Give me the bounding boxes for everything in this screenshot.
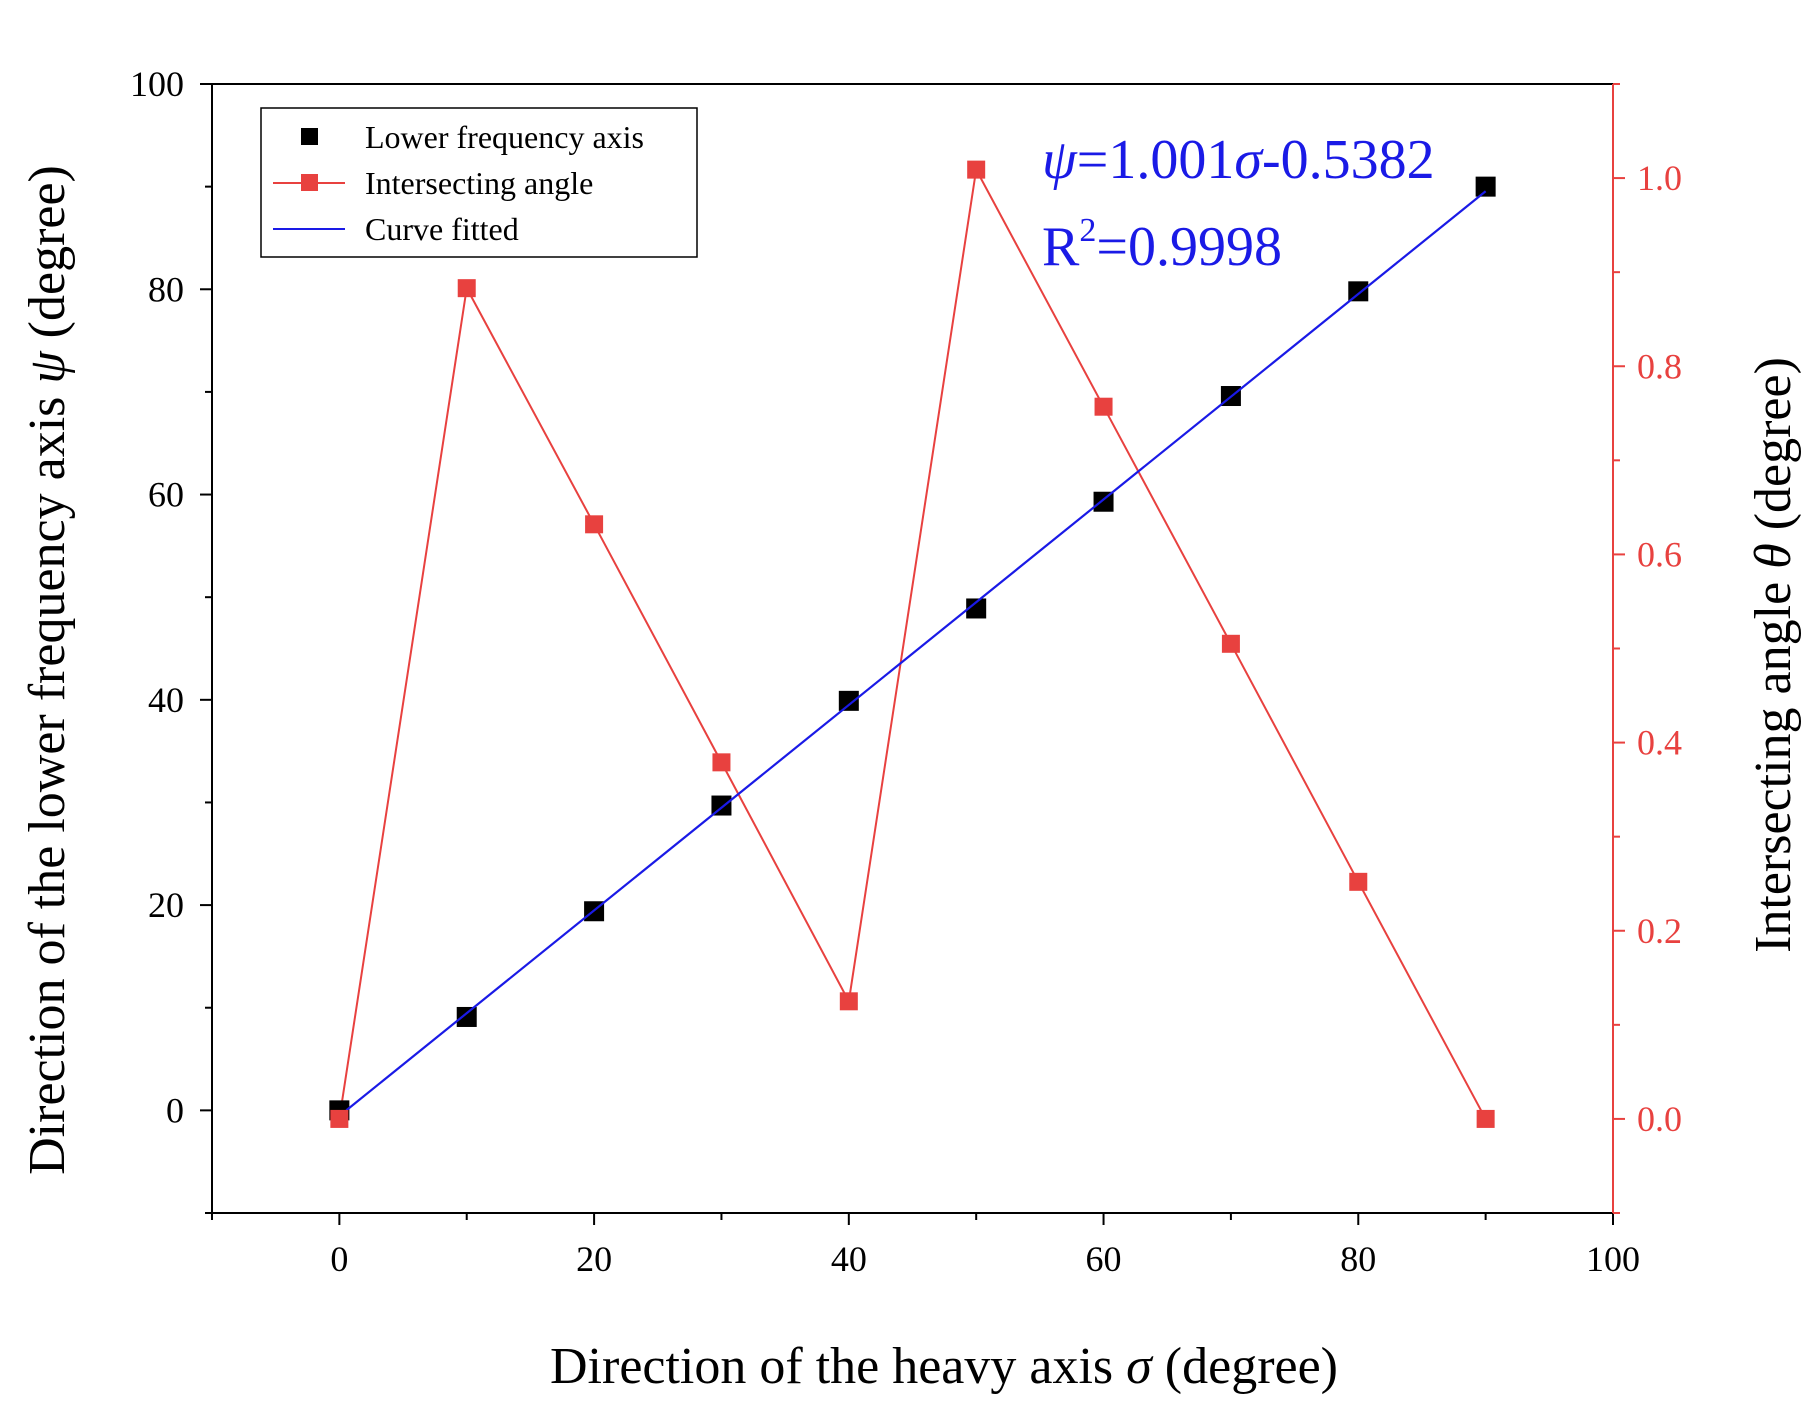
point-intersecting-angle (585, 515, 604, 534)
series-intersecting-angle-line (338, 166, 1487, 1120)
point-intersecting-angle (839, 992, 858, 1011)
point-lower-frequency-axis (456, 1006, 477, 1027)
y2-tick-label: 0.2 (1637, 911, 1682, 951)
legend-label-curve-fitted: Curve fitted (365, 211, 519, 247)
y-axis-right: 0.0 0.2 0.4 0.6 0.8 1.0 (1613, 83, 1682, 1214)
legend-label-lower-frequency-axis: Lower frequency axis (365, 119, 644, 155)
legend-marker-intersecting-angle (301, 174, 318, 191)
x-tick-label: 80 (1340, 1239, 1376, 1279)
series-curve-fitted-line (345, 190, 1487, 1112)
series-layer (329, 160, 1496, 1128)
x-tick-label: 100 (1586, 1239, 1640, 1279)
point-intersecting-angle (330, 1109, 349, 1128)
y-axis-left: 0 20 40 60 80 100 (130, 64, 212, 1214)
x-tick-label: 20 (576, 1239, 612, 1279)
y-tick-label: 80 (148, 269, 184, 309)
point-intersecting-angle (1476, 1109, 1495, 1128)
y-axis-title: Direction of the lower frequency axis ψ … (19, 165, 76, 1175)
y2-tick-label: 0.0 (1637, 1099, 1682, 1139)
x-axis-title: Direction of the heavy axis σ (degree) (550, 1338, 1338, 1395)
point-lower-frequency-axis (1348, 281, 1369, 302)
legend-label-intersecting-angle: Intersecting angle (365, 165, 593, 201)
y-tick-label: 20 (148, 885, 184, 925)
y2-tick-label: 1.0 (1637, 158, 1682, 198)
x-tick-label: 0 (330, 1239, 348, 1279)
y2-tick-label: 0.4 (1637, 723, 1682, 763)
y-tick-label: 60 (148, 475, 184, 515)
point-intersecting-angle (1349, 872, 1368, 891)
legend: Lower frequency axis Intersecting angle … (260, 107, 698, 258)
point-lower-frequency-axis (966, 598, 987, 619)
x-tick-label: 60 (1086, 1239, 1122, 1279)
point-lower-frequency-axis (1475, 176, 1496, 197)
x-tick-label: 40 (831, 1239, 867, 1279)
y2-axis-title: Intersecting angle θ (degree) (1745, 357, 1802, 953)
y-tick-label: 0 (166, 1090, 184, 1130)
y-tick-label: 100 (130, 64, 184, 104)
fit-equation: ψ=1.001σ-0.5382 (1042, 129, 1435, 191)
r-squared: R2=0.9998 (1042, 212, 1282, 278)
y2-tick-label: 0.8 (1637, 346, 1682, 386)
y2-tick-label: 0.6 (1637, 534, 1682, 574)
point-lower-frequency-axis (838, 690, 859, 711)
point-intersecting-angle (967, 160, 986, 179)
y-tick-label: 40 (148, 680, 184, 720)
x-axis: 0 20 40 60 80 100 (211, 1213, 1640, 1279)
point-intersecting-angle (1221, 634, 1240, 653)
point-intersecting-angle (1094, 397, 1113, 416)
point-intersecting-angle (712, 753, 731, 772)
legend-marker-lower-frequency-axis (301, 128, 318, 145)
point-intersecting-angle (457, 279, 476, 298)
